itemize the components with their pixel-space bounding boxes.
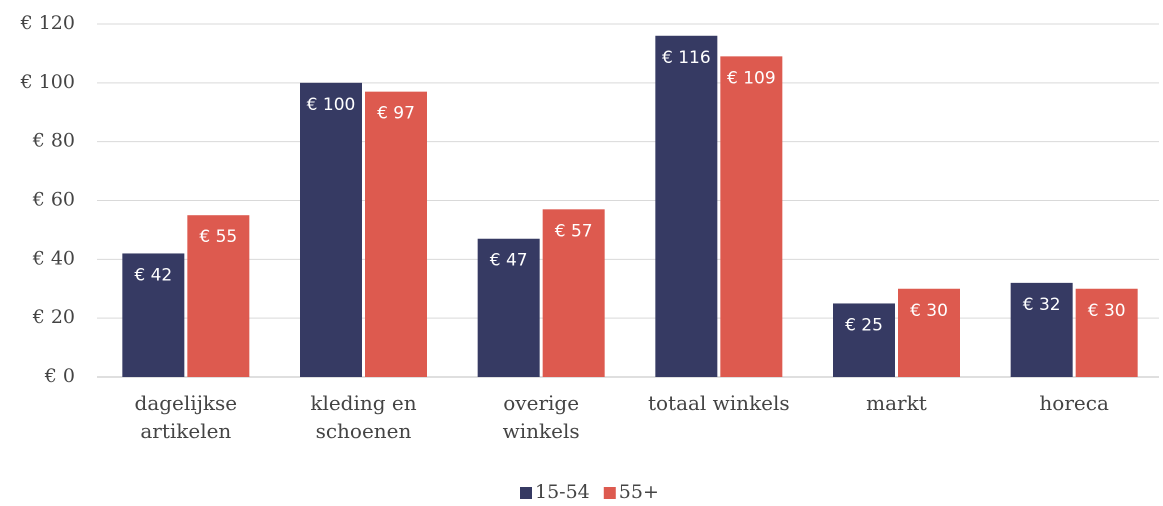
bar: [477, 238, 540, 377]
legend-swatch: [520, 487, 532, 499]
x-tick-label: kleding en schoenen: [310, 391, 417, 443]
x-tick-label-box: kleding en schoenen: [310, 391, 417, 443]
bar: [300, 82, 362, 377]
x-tick-label-box: horeca: [1039, 391, 1109, 415]
value-label: € 100: [307, 95, 356, 115]
y-tick-label: € 100: [20, 71, 75, 93]
x-tick-label: dagelijkse artikelen: [134, 391, 238, 443]
y-tick-label: € 40: [32, 247, 75, 269]
value-label: € 47: [490, 251, 528, 271]
y-tick-label: € 0: [44, 365, 75, 387]
y-tick-label: € 20: [32, 306, 75, 328]
value-label: € 32: [1023, 295, 1061, 315]
value-label: € 30: [910, 301, 948, 321]
x-tick-label: totaal winkels: [647, 391, 790, 415]
value-label: € 42: [134, 265, 172, 285]
bar: [542, 209, 605, 377]
value-label: € 55: [199, 227, 237, 247]
bar: [898, 288, 960, 377]
x-tick-label: horeca: [1039, 391, 1109, 415]
value-label: € 109: [727, 68, 776, 88]
value-label: € 97: [377, 104, 415, 124]
bar: [655, 35, 718, 378]
bar: [833, 303, 895, 377]
x-tick-label-box: overige winkels: [502, 391, 580, 443]
legend-label: 55+: [619, 481, 659, 503]
value-label: € 57: [555, 221, 593, 241]
value-label: € 25: [845, 315, 883, 335]
y-tick-label: € 80: [32, 130, 75, 152]
bar: [1075, 288, 1138, 377]
value-label: € 30: [1088, 301, 1126, 321]
x-tick-label: markt: [866, 391, 927, 415]
y-tick-label: € 120: [20, 12, 75, 34]
x-tick-label-box: totaal winkels: [647, 391, 790, 415]
bar: [1010, 282, 1073, 377]
bar: [187, 215, 250, 377]
value-label: € 116: [662, 48, 711, 68]
x-tick-label-box: dagelijkse artikelen: [134, 391, 238, 443]
x-tick-label: overige winkels: [502, 391, 580, 443]
x-tick-label-box: markt: [866, 391, 927, 415]
y-tick-label: € 60: [32, 189, 75, 211]
legend-label: 15-54: [535, 481, 590, 503]
bar: [365, 91, 427, 378]
bar: [122, 253, 185, 377]
bar: [720, 56, 783, 377]
legend-swatch: [603, 487, 616, 499]
